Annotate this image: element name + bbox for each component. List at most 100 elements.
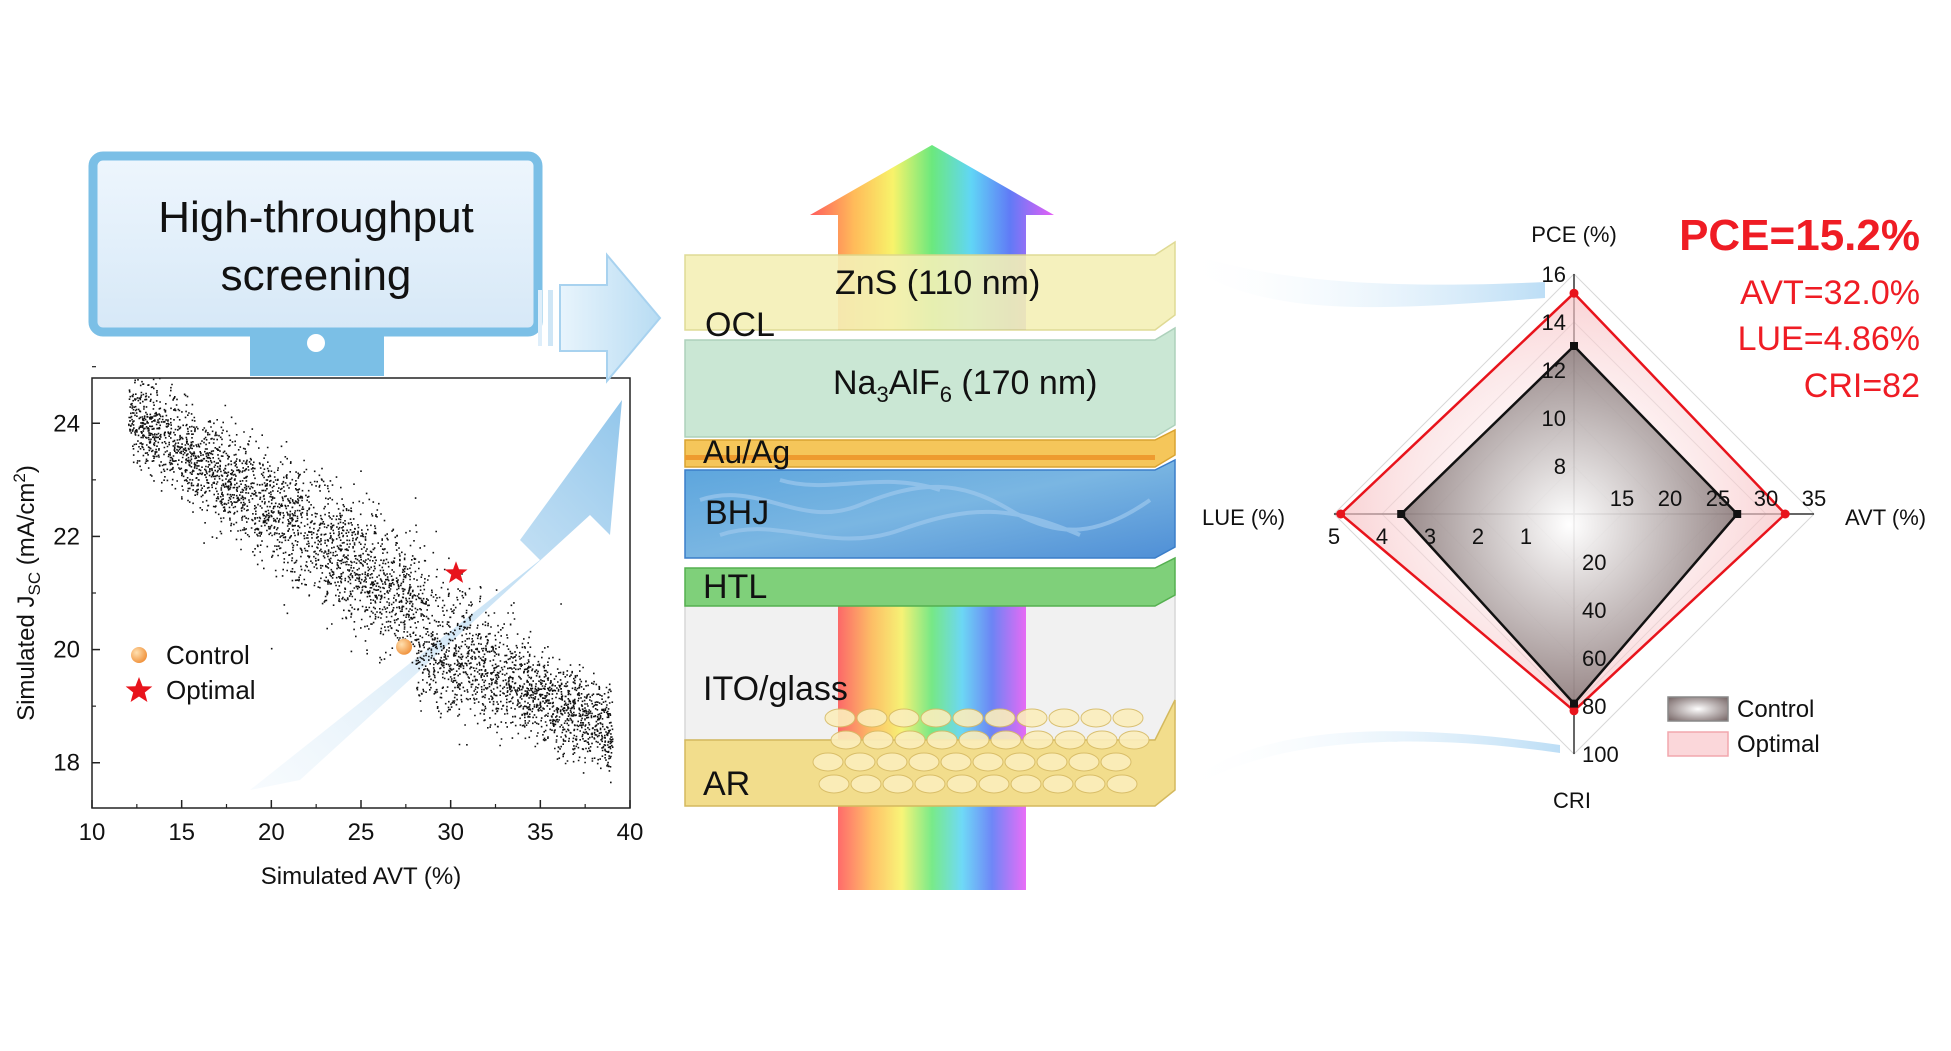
ar-dome xyxy=(1004,752,1036,772)
radar-legend: Control Optimal xyxy=(1667,696,1820,758)
radar-pce-tick: 8 xyxy=(1554,454,1566,479)
radar-cri-tick: 80 xyxy=(1582,694,1606,719)
ar-dome xyxy=(862,730,894,750)
radar-series-control xyxy=(1399,344,1739,706)
layer-au-ag-label: Au/Ag xyxy=(703,434,790,470)
radar-pce-tick: 14 xyxy=(1542,310,1566,335)
radar-axis-lue: LUE (%) xyxy=(1202,505,1285,530)
x-tick-label: 35 xyxy=(527,819,554,846)
radar-optimal-point xyxy=(1336,509,1346,519)
ar-dome xyxy=(1074,774,1106,794)
device-stack: ZnS (110 nm) OCL Na3AlF6 (170 nm) Au/Ag … xyxy=(684,145,1176,890)
result-pce: PCE=15.2% xyxy=(1679,211,1920,260)
callout-beam-bottom xyxy=(1180,731,1560,798)
y-tick-label: 20 xyxy=(53,637,80,664)
ar-domes xyxy=(812,708,1150,794)
ar-dome xyxy=(1016,708,1048,728)
radar-legend-control-label: Control xyxy=(1737,696,1814,723)
monitor-title-line1: High-throughput xyxy=(158,193,474,242)
flow-arrow xyxy=(538,252,662,384)
ar-dome xyxy=(1080,708,1112,728)
scatter-x-label: Simulated AVT (%) xyxy=(261,863,462,890)
layer-zns-label: ZnS (110 nm) xyxy=(835,264,1040,302)
ar-dome xyxy=(940,752,972,772)
radar-optimal-point xyxy=(1569,288,1579,298)
ar-dome xyxy=(882,774,914,794)
ar-dome xyxy=(844,752,876,772)
radar-legend-control-swatch xyxy=(1667,696,1729,722)
optimal-point xyxy=(444,561,468,583)
ar-dome xyxy=(958,730,990,750)
radar-avt-tick: 25 xyxy=(1706,486,1730,511)
radar-avt-tick: 35 xyxy=(1802,486,1826,511)
radar-cri-tick: 20 xyxy=(1582,550,1606,575)
ar-dome xyxy=(818,774,850,794)
radar-cri-tick: 100 xyxy=(1582,742,1619,767)
ar-dome xyxy=(990,730,1022,750)
radar-cri-tick: 60 xyxy=(1582,646,1606,671)
ar-dome xyxy=(1068,752,1100,772)
scatter-legend: Control Optimal xyxy=(125,640,256,705)
ar-dome xyxy=(978,774,1010,794)
flow-arrow-stripe1 xyxy=(548,290,553,346)
ar-dome xyxy=(856,708,888,728)
ar-dome xyxy=(1048,708,1080,728)
monitor-title-line2: screening xyxy=(221,251,412,300)
ar-dome xyxy=(1086,730,1118,750)
ar-dome xyxy=(1010,774,1042,794)
scatter-plot: 10 15 20 25 30 35 40 18 20 22 24 Simulated AVT (%)… xyxy=(10,366,644,890)
layer-na3alf6-label: Na3AlF6 (170 nm) xyxy=(833,364,1097,407)
ar-dome xyxy=(1100,752,1132,772)
ar-dome xyxy=(888,708,920,728)
layer-zns xyxy=(684,240,1176,331)
scatter-points-cloud xyxy=(128,378,614,784)
radar-lue-tick: 1 xyxy=(1520,524,1532,549)
layer-htl xyxy=(684,556,1176,607)
ar-dome xyxy=(1022,730,1054,750)
control-point xyxy=(396,638,413,655)
scatter-markers xyxy=(396,561,468,655)
ar-dome xyxy=(830,730,862,750)
radar-legend-optimal-swatch xyxy=(1667,731,1729,757)
x-tick-label: 25 xyxy=(348,819,375,846)
ar-dome xyxy=(914,774,946,794)
radar-lue-tick: 4 xyxy=(1376,524,1388,549)
ar-dome xyxy=(894,730,926,750)
radar-axis-avt: AVT (%) xyxy=(1845,505,1926,530)
radar-lue-tick: 2 xyxy=(1472,524,1484,549)
radar-legend-optimal-label: Optimal xyxy=(1737,731,1820,758)
monitor-stand xyxy=(250,356,384,376)
flow-arrow-stripe2 xyxy=(538,290,542,346)
layer-na3alf6 xyxy=(684,326,1176,438)
legend-optimal-marker xyxy=(125,677,153,702)
radar-avt-tick: 20 xyxy=(1658,486,1682,511)
ar-dome xyxy=(1054,730,1086,750)
x-tick-label: 15 xyxy=(168,819,195,846)
radar-lue-tick: 5 xyxy=(1328,524,1340,549)
radar-control-point xyxy=(1570,342,1578,350)
x-tick-label: 40 xyxy=(617,819,644,846)
result-avt: AVT=32.0% xyxy=(1740,274,1920,312)
x-tick-label: 20 xyxy=(258,819,285,846)
layer-ito-label: ITO/glass xyxy=(703,670,848,708)
ar-dome xyxy=(1036,752,1068,772)
radar-axis-pce: PCE (%) xyxy=(1531,222,1617,247)
legend-optimal-label: Optimal xyxy=(166,675,256,705)
x-tick-label: 30 xyxy=(437,819,464,846)
result-cri: CRI=82 xyxy=(1804,367,1920,405)
radar-pce-tick: 16 xyxy=(1542,262,1566,287)
layer-ar-label: AR xyxy=(703,765,750,803)
ar-dome xyxy=(984,708,1016,728)
radar-avt-tick: 30 xyxy=(1754,486,1778,511)
ar-dome xyxy=(946,774,978,794)
ar-dome xyxy=(824,708,856,728)
ar-dome xyxy=(1118,730,1150,750)
layer-htl-label: HTL xyxy=(703,568,767,606)
layer-bhj-swirl xyxy=(699,478,1152,541)
radar-optimal-point xyxy=(1780,509,1790,519)
ar-dome xyxy=(952,708,984,728)
layer-ocl-label: OCL xyxy=(705,306,775,344)
radar-control-point xyxy=(1570,699,1578,708)
monitor: High-throughput screening xyxy=(88,151,543,376)
